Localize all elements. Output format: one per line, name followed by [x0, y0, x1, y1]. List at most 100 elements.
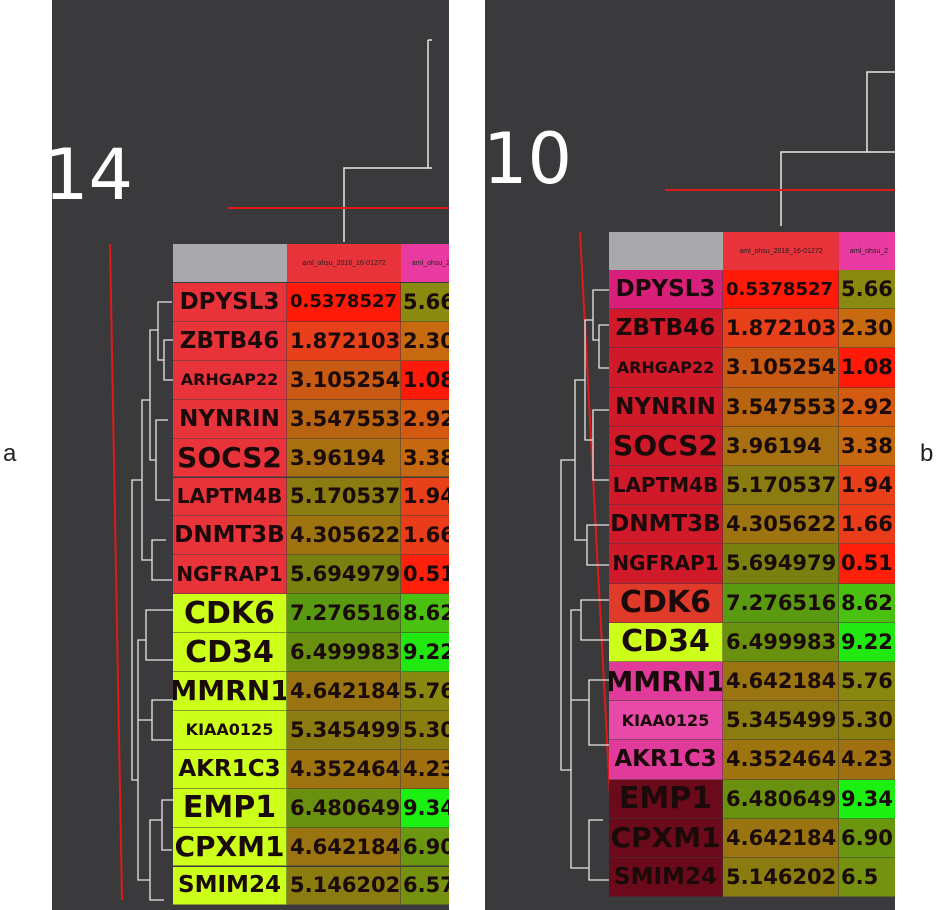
value-cell-col2: 3.38 — [401, 438, 449, 478]
value-cell-col2: 6.90 — [839, 818, 895, 858]
value-cell-col2: 2.92 — [839, 387, 895, 427]
value-cell-col2: 2.30 — [401, 321, 449, 361]
value-cell-col2: 2.92 — [401, 399, 449, 439]
value-cell-col2: 1.08 — [839, 348, 895, 388]
panel-b: 10 aml_ohsu_2018_16-01272 aml_ohsu_2 DPY… — [485, 0, 895, 910]
gene-name-cell: ZBTB46 — [173, 321, 287, 361]
value-cell-col1: 4.305622 — [287, 516, 401, 556]
column-header-a-1: aml_ohsu_2018_16-01272 — [287, 244, 401, 282]
value-cell-col1: 5.146202 — [723, 858, 839, 898]
gene-name-cell: NGFRAP1 — [609, 544, 723, 584]
value-cell-col1: 0.5378527 — [723, 270, 839, 310]
value-cell-col2: 1.66 — [839, 505, 895, 545]
gene-name-cell: CDK6 — [609, 583, 723, 623]
value-cell-col2: 5.30 — [839, 701, 895, 741]
dendrogram-a — [109, 39, 449, 901]
value-cell-col1: 5.694979 — [287, 555, 401, 595]
gene-name-cell: DNMT3B — [173, 516, 287, 556]
cluster-number-b: 10 — [485, 118, 573, 200]
value-cell-col1: 4.642184 — [287, 672, 401, 711]
value-cell-col1: 5.694979 — [723, 544, 839, 584]
gene-name-cell: NYNRIN — [609, 387, 723, 427]
gene-name-cell: ARHGAP22 — [609, 348, 723, 388]
value-cell-col2: 2.30 — [839, 309, 895, 349]
value-cell-col2: 5.66 — [401, 283, 449, 322]
value-cell-col2: 5.66 — [839, 270, 895, 310]
gene-name-cell: SOCS2 — [609, 426, 723, 466]
gene-name-cell: LAPTM4B — [173, 477, 287, 517]
gene-name-cell: LAPTM4B — [609, 466, 723, 506]
header-blank-b — [609, 232, 723, 270]
value-cell-col1: 4.642184 — [287, 827, 401, 867]
gene-name-cell: CPXM1 — [173, 827, 287, 867]
gene-name-cell: ARHGAP22 — [173, 360, 287, 400]
gene-name-cell: DPYSL3 — [609, 270, 723, 310]
value-cell-col1: 5.170537 — [287, 477, 401, 517]
gene-name-cell: CPXM1 — [609, 818, 723, 858]
value-cell-col2: 0.51 — [839, 544, 895, 584]
value-cell-col2: 3.38 — [839, 426, 895, 466]
panel-a: 14 aml_ohsu_2018_16-01272 aml_ohsu_2 DPY… — [52, 0, 449, 910]
value-cell-col1: 3.547553 — [287, 399, 401, 439]
value-cell-col1: 4.305622 — [723, 505, 839, 545]
value-cell-col1: 7.276516 — [287, 594, 401, 634]
gene-name-cell: EMP1 — [609, 779, 723, 819]
gene-name-cell: SMIM24 — [609, 858, 723, 898]
value-cell-col2: 1.66 — [401, 516, 449, 556]
value-cell-col1: 5.345499 — [287, 710, 401, 750]
value-cell-col2: 1.08 — [401, 360, 449, 400]
value-cell-col2: 8.62 — [839, 583, 895, 623]
value-cell-col1: 3.105254 — [287, 360, 401, 400]
value-cell-col1: 6.480649 — [287, 788, 401, 828]
table-row: SMIM24 5.146202 6.5 — [609, 858, 895, 898]
value-cell-col1: 6.499983 — [723, 622, 839, 662]
gene-name-cell: AKR1C3 — [173, 749, 287, 789]
gene-name-cell: KIAA0125 — [609, 701, 723, 741]
value-cell-col1: 4.352464 — [287, 749, 401, 789]
panel-a-label: a — [3, 440, 17, 467]
value-cell-col1: 5.146202 — [287, 866, 401, 906]
value-cell-col1: 6.499983 — [287, 633, 401, 672]
value-cell-col2: 4.23 — [401, 749, 449, 789]
value-cell-col1: 5.170537 — [723, 466, 839, 506]
value-cell-col1: 3.547553 — [723, 387, 839, 427]
value-cell-col2: 9.22 — [401, 633, 449, 672]
value-cell-col2: 4.23 — [839, 740, 895, 780]
value-cell-col2: 1.94 — [839, 466, 895, 506]
value-cell-col2: 9.34 — [839, 779, 895, 819]
gene-name-cell: KIAA0125 — [173, 710, 287, 750]
value-cell-col1: 1.872103 — [287, 321, 401, 361]
cluster-number-a: 14 — [52, 134, 134, 216]
value-cell-col1: 3.96194 — [723, 426, 839, 466]
header-blank-a — [173, 244, 287, 282]
gene-name-cell: DNMT3B — [609, 505, 723, 545]
value-cell-col1: 6.480649 — [723, 779, 839, 819]
value-cell-col1: 4.642184 — [723, 662, 839, 702]
column-header-b-2: aml_ohsu_2 — [839, 232, 895, 270]
gene-name-cell: SOCS2 — [173, 438, 287, 478]
value-cell-col1: 0.5378527 — [287, 283, 401, 322]
